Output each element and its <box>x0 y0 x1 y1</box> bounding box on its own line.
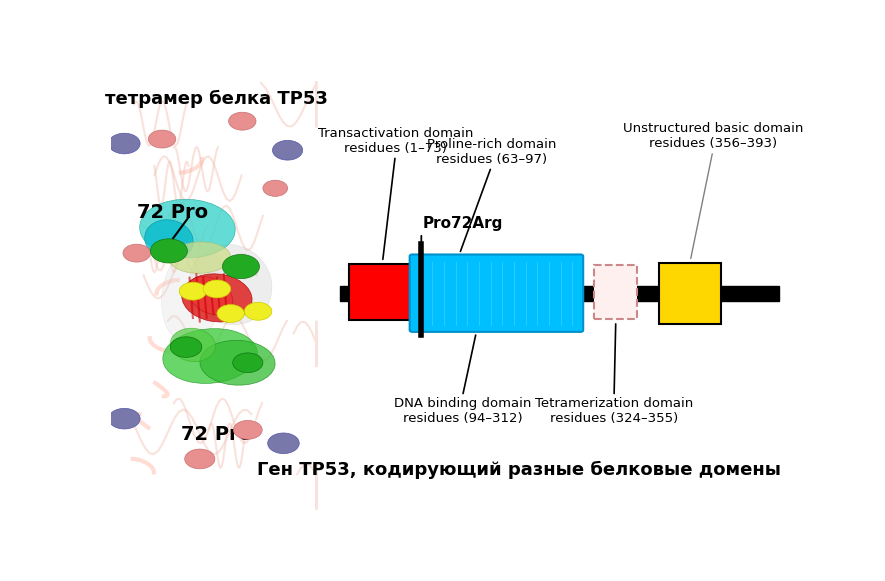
Ellipse shape <box>200 340 275 385</box>
Circle shape <box>185 449 215 469</box>
Text: Ген ТР53, кодирующий разные белковые домены: Ген ТР53, кодирующий разные белковые дом… <box>257 461 781 479</box>
Circle shape <box>273 141 303 160</box>
FancyBboxPatch shape <box>410 254 583 332</box>
Ellipse shape <box>161 245 225 342</box>
Ellipse shape <box>188 277 233 315</box>
Circle shape <box>263 180 288 196</box>
Circle shape <box>150 239 188 263</box>
Text: тетрамер белка ТР53: тетрамер белка ТР53 <box>105 90 328 108</box>
Circle shape <box>267 433 299 454</box>
Text: Pro72Arg: Pro72Arg <box>423 216 503 231</box>
Bar <box>659 263 721 324</box>
Circle shape <box>170 337 202 357</box>
Text: Transactivation domain
residues (1–73): Transactivation domain residues (1–73) <box>318 127 473 155</box>
Bar <box>594 265 637 319</box>
Text: Unstructured basic domain
residues (356–393): Unstructured basic domain residues (356–… <box>623 122 803 150</box>
Bar <box>350 264 410 320</box>
Text: Proline-rich domain
residues (63–97): Proline-rich domain residues (63–97) <box>427 138 556 166</box>
Ellipse shape <box>181 274 252 322</box>
Circle shape <box>149 130 176 148</box>
Ellipse shape <box>140 199 235 258</box>
Ellipse shape <box>144 220 193 260</box>
Ellipse shape <box>171 328 215 361</box>
Circle shape <box>109 408 140 429</box>
Circle shape <box>217 304 244 322</box>
Text: 72 Pro: 72 Pro <box>137 203 208 223</box>
Circle shape <box>233 353 263 372</box>
Text: DNA binding domain
residues (94–312): DNA binding domain residues (94–312) <box>394 397 531 425</box>
Ellipse shape <box>163 329 258 383</box>
Circle shape <box>228 112 256 130</box>
Text: 72 Pro: 72 Pro <box>181 425 252 444</box>
Circle shape <box>123 244 150 262</box>
Bar <box>341 286 780 300</box>
Ellipse shape <box>169 242 231 273</box>
Circle shape <box>222 254 259 279</box>
Circle shape <box>204 280 231 298</box>
Text: Tetramerization domain
residues (324–355): Tetramerization domain residues (324–355… <box>535 397 693 425</box>
Circle shape <box>109 133 140 154</box>
Circle shape <box>244 302 272 320</box>
Ellipse shape <box>189 244 272 325</box>
Circle shape <box>234 421 262 439</box>
Circle shape <box>179 282 207 300</box>
